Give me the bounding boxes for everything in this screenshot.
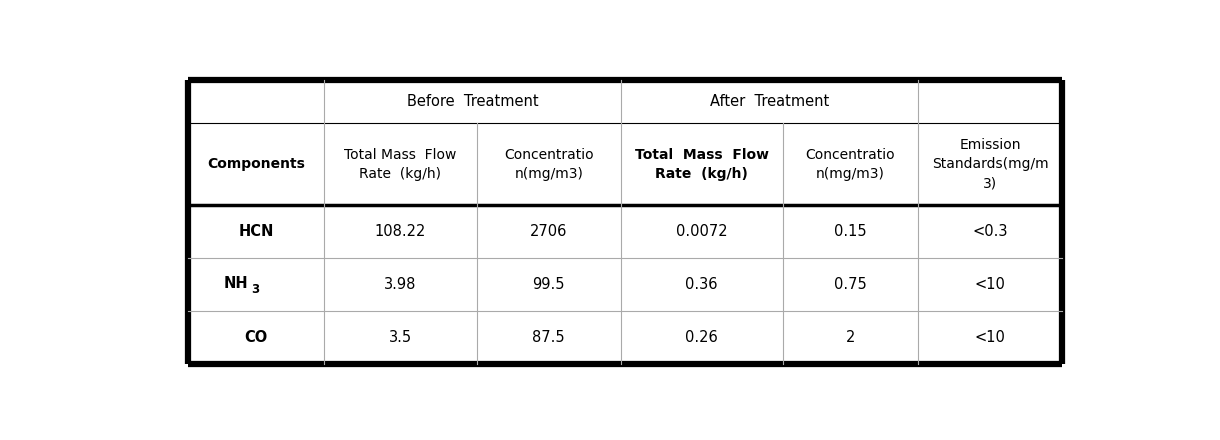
Text: 3: 3 bbox=[251, 283, 260, 296]
Text: 0.0072: 0.0072 bbox=[676, 224, 727, 239]
Text: 3.5: 3.5 bbox=[389, 330, 412, 345]
Text: After  Treatment: After Treatment bbox=[710, 94, 830, 109]
Text: NH: NH bbox=[224, 276, 249, 291]
Text: 2: 2 bbox=[845, 330, 855, 345]
Text: Before  Treatment: Before Treatment bbox=[406, 94, 538, 109]
Text: <10: <10 bbox=[975, 277, 1005, 293]
Text: 99.5: 99.5 bbox=[533, 277, 565, 293]
Text: Total  Mass  Flow
Rate  (kg/h): Total Mass Flow Rate (kg/h) bbox=[634, 148, 769, 181]
Text: 0.26: 0.26 bbox=[686, 330, 719, 345]
Text: 2706: 2706 bbox=[531, 224, 567, 239]
Text: CO: CO bbox=[244, 330, 267, 345]
Text: <0.3: <0.3 bbox=[972, 224, 1008, 239]
Text: Total Mass  Flow
Rate  (kg/h): Total Mass Flow Rate (kg/h) bbox=[344, 148, 456, 181]
Text: 0.15: 0.15 bbox=[834, 224, 866, 239]
Text: Concentratio
n(mg/m3): Concentratio n(mg/m3) bbox=[805, 148, 895, 181]
Text: 0.75: 0.75 bbox=[833, 277, 866, 293]
Text: 108.22: 108.22 bbox=[375, 224, 426, 239]
Text: 3.98: 3.98 bbox=[384, 277, 416, 293]
Text: Components: Components bbox=[207, 158, 305, 171]
Text: 87.5: 87.5 bbox=[532, 330, 565, 345]
Text: 0.36: 0.36 bbox=[686, 277, 717, 293]
Text: Emission
Standards(mg/m
3): Emission Standards(mg/m 3) bbox=[932, 138, 1048, 190]
Text: Concentratio
n(mg/m3): Concentratio n(mg/m3) bbox=[504, 148, 594, 181]
Text: <10: <10 bbox=[975, 330, 1005, 345]
Text: HCN: HCN bbox=[238, 224, 273, 239]
